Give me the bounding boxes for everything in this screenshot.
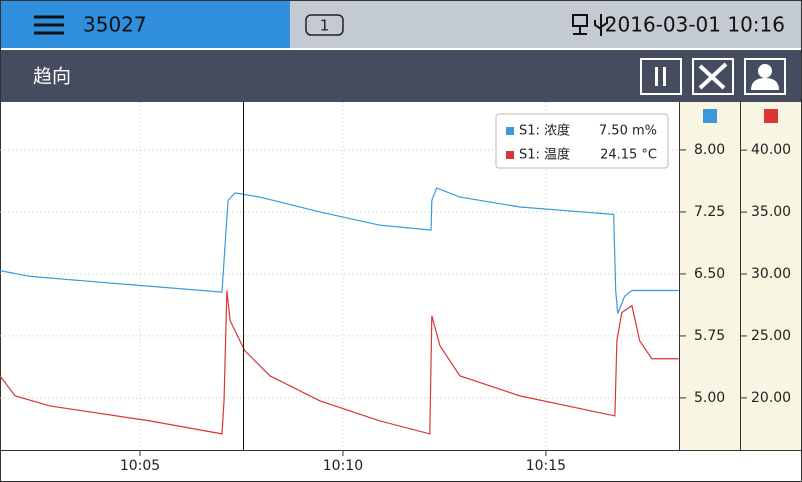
legend-readout: 24.15 °C (600, 148, 657, 163)
usb-icon (594, 14, 608, 36)
y2-tick-label: 20.00 (751, 390, 791, 406)
y2-tick-label: 40.00 (751, 142, 791, 158)
legend-swatch (506, 127, 514, 135)
y2-tick-label: 35.00 (751, 204, 791, 220)
pause-button[interactable] (640, 58, 682, 95)
axis-swatch (764, 109, 778, 123)
menu-icon[interactable] (34, 15, 64, 35)
datetime: 2016-03-01 10:16 (605, 13, 785, 37)
badge-frame (305, 14, 344, 36)
settings-button[interactable] (692, 58, 734, 95)
y-tick-label: 5.00 (694, 390, 725, 406)
y-tick-label: 5.75 (694, 328, 725, 344)
y2-tick-label: 25.00 (751, 328, 791, 344)
axis-swatch (703, 109, 717, 123)
legend-swatch (506, 151, 514, 159)
user-button[interactable] (744, 58, 786, 95)
legend-readout: 7.50 m% (599, 124, 657, 139)
legend-label: S1: 浓度 (519, 123, 570, 139)
series-line (0, 290, 679, 435)
legend-label: S1: 温度 (519, 147, 570, 163)
network-icon (572, 14, 588, 35)
device-id: 35027 (83, 13, 147, 37)
legend (495, 113, 669, 169)
series-line (0, 187, 679, 314)
y-tick-label: 7.25 (694, 204, 725, 220)
y-tick-label: 6.50 (694, 266, 725, 282)
page-title: 趋向 (33, 66, 71, 88)
y2-tick-label: 30.00 (751, 266, 791, 282)
x-tick-label: 10:15 (526, 458, 566, 474)
y-tick-label: 8.00 (694, 142, 725, 158)
badge: 1 (320, 17, 330, 35)
x-tick-label: 10:10 (323, 458, 363, 474)
x-tick-label: 10:05 (120, 458, 160, 474)
